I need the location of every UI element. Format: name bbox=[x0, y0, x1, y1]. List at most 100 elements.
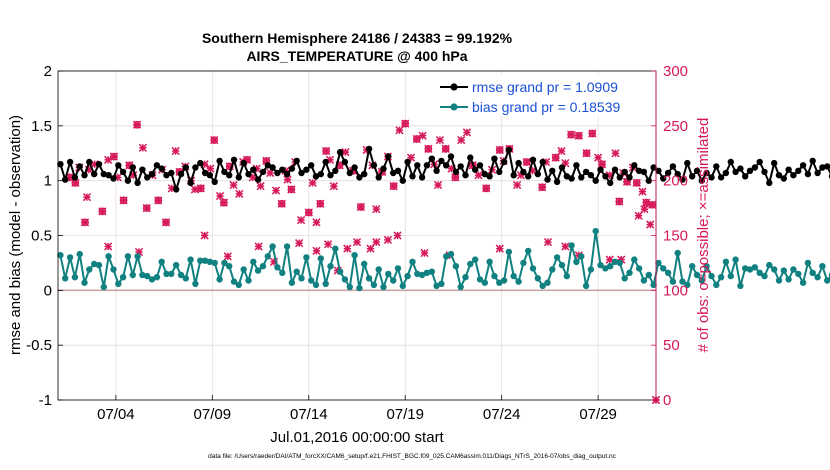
bias-point bbox=[91, 260, 98, 268]
bias-point bbox=[708, 272, 715, 280]
rmse-point bbox=[230, 156, 238, 163]
obs-assimilated-marker bbox=[316, 199, 325, 208]
bias-point bbox=[592, 227, 599, 235]
bias-point bbox=[486, 258, 493, 265]
rmse-point bbox=[370, 162, 378, 169]
obs-assimilated-marker bbox=[574, 131, 583, 140]
rmse-point bbox=[771, 159, 778, 167]
bias-point bbox=[809, 269, 816, 276]
bias-point bbox=[317, 255, 324, 262]
rmse-point bbox=[582, 168, 590, 176]
bias-point bbox=[669, 278, 677, 285]
bias-point bbox=[182, 275, 189, 282]
x-tick-label: 07/24 bbox=[483, 406, 521, 423]
bias-point bbox=[814, 274, 821, 281]
obs-assimilated-marker bbox=[435, 135, 445, 145]
rmse-point bbox=[669, 163, 677, 170]
bias-point bbox=[283, 243, 291, 250]
rmse-point bbox=[153, 162, 161, 169]
bias-point bbox=[491, 272, 498, 280]
obs-assimilated-marker bbox=[451, 173, 460, 182]
obs-assimilated-marker bbox=[389, 182, 398, 191]
rmse-point bbox=[766, 179, 773, 187]
rmse-point bbox=[534, 170, 541, 178]
rmse-point bbox=[703, 169, 710, 177]
bias-point bbox=[428, 268, 435, 275]
rmse-point bbox=[187, 179, 194, 187]
rmse-point bbox=[163, 172, 170, 179]
bias-point bbox=[95, 261, 103, 269]
rmse-point bbox=[380, 165, 387, 172]
bias-point bbox=[799, 279, 807, 286]
bias-point bbox=[529, 265, 537, 272]
bias-point bbox=[356, 284, 363, 292]
obs-assimilated-marker bbox=[352, 237, 362, 247]
rmse-point bbox=[197, 159, 204, 167]
rmse-point bbox=[303, 166, 310, 173]
obs-assimilated-marker bbox=[142, 203, 151, 213]
obs-assimilated-marker bbox=[512, 180, 522, 190]
bias-point bbox=[187, 256, 194, 263]
rmse-point bbox=[259, 168, 267, 176]
bias-point bbox=[144, 272, 151, 280]
y-right-tick-label: 50 bbox=[663, 337, 680, 354]
bias-point bbox=[717, 274, 725, 281]
rmse-point bbox=[640, 168, 648, 176]
bias-point bbox=[230, 278, 238, 285]
legend-box bbox=[435, 74, 653, 116]
bias-point bbox=[351, 252, 358, 259]
bias-point bbox=[544, 279, 551, 286]
rmse-point bbox=[553, 178, 561, 185]
bias-point bbox=[438, 280, 445, 287]
bias-point bbox=[76, 250, 83, 258]
rmse-point bbox=[351, 164, 358, 171]
bias-point bbox=[597, 261, 604, 269]
rmse-point bbox=[573, 162, 580, 169]
obs-assimilated-marker bbox=[206, 164, 215, 173]
rmse-point bbox=[515, 159, 522, 167]
y-right-tick-label: 150 bbox=[663, 228, 688, 245]
bias-point bbox=[510, 272, 517, 280]
rmse-point bbox=[192, 164, 199, 171]
rmse-point bbox=[322, 158, 329, 166]
x-tick-label: 07/14 bbox=[290, 406, 328, 423]
rmse-point bbox=[433, 167, 440, 174]
bias-point bbox=[655, 259, 662, 267]
rmse-point bbox=[298, 169, 305, 177]
bias-point bbox=[211, 259, 218, 267]
rmse-point bbox=[211, 178, 218, 185]
rmse-point bbox=[500, 158, 508, 166]
obs-assimilated-marker bbox=[161, 218, 171, 227]
rmse-point bbox=[274, 169, 281, 177]
bias-point bbox=[713, 281, 720, 289]
bias-point bbox=[370, 281, 378, 289]
obs-assimilated-marker bbox=[561, 242, 570, 251]
rmse-point bbox=[597, 166, 604, 173]
obs-assimilated-marker bbox=[495, 244, 504, 253]
obs-assimilated-marker bbox=[418, 131, 427, 140]
rmse-point bbox=[452, 168, 460, 176]
bias-point bbox=[607, 263, 614, 270]
bias-point bbox=[616, 259, 623, 267]
rmse-point bbox=[394, 167, 402, 174]
rmse-point bbox=[91, 170, 98, 178]
bias-point bbox=[476, 276, 484, 283]
bias-point bbox=[250, 258, 257, 265]
obs-assimilated-marker bbox=[210, 135, 219, 145]
bias-point bbox=[558, 261, 566, 269]
legend-bias-label: bias grand pr = 0.18539 bbox=[472, 99, 620, 115]
bias-point bbox=[86, 266, 93, 273]
rmse-point bbox=[95, 161, 103, 168]
bias-point bbox=[404, 272, 411, 280]
bias-point bbox=[124, 253, 132, 260]
rmse-point bbox=[158, 165, 165, 172]
bias-point bbox=[332, 245, 339, 252]
rmse-point bbox=[539, 158, 546, 166]
rmse-point bbox=[124, 177, 132, 184]
rmse-point bbox=[684, 159, 691, 167]
bias-point bbox=[303, 254, 310, 261]
obs-assimilated-marker bbox=[323, 240, 333, 249]
bias-point bbox=[505, 248, 513, 256]
bias-point bbox=[674, 249, 681, 257]
